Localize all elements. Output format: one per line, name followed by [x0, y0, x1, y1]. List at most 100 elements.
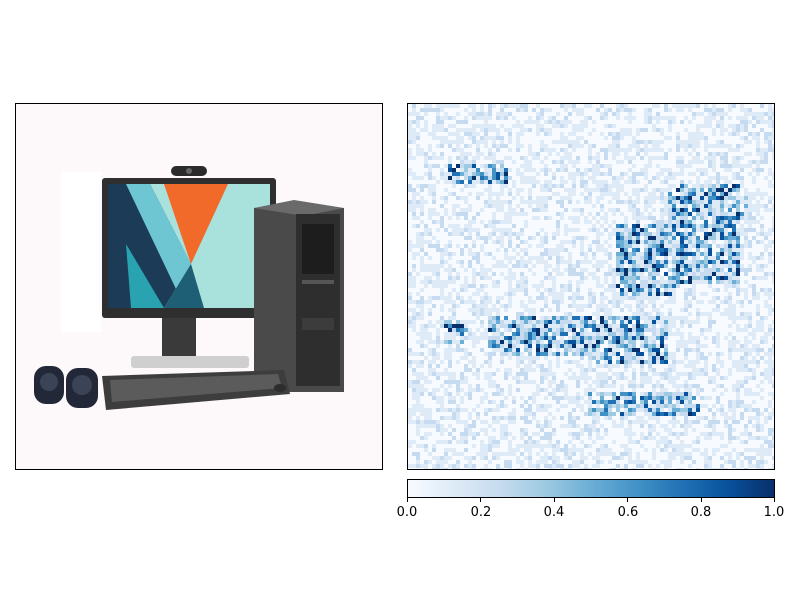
heatmap-cell: [604, 280, 608, 284]
heatmap-cell: [552, 280, 556, 284]
heatmap-cell: [448, 424, 452, 428]
heatmap-cell: [772, 112, 774, 116]
heatmap-cell: [692, 420, 696, 424]
heatmap-cell: [640, 304, 644, 308]
heatmap-cell: [740, 416, 744, 420]
heatmap-cell: [768, 140, 772, 144]
heatmap-cell: [612, 384, 616, 388]
heatmap-cell: [616, 360, 620, 364]
heatmap-cell: [708, 160, 712, 164]
heatmap-cell: [452, 216, 456, 220]
heatmap-cell: [692, 140, 696, 144]
heatmap-cell: [472, 200, 476, 204]
heatmap-cell: [440, 168, 444, 172]
heatmap-cell: [648, 252, 652, 256]
heatmap-cell: [748, 360, 752, 364]
heatmap-cell: [596, 276, 600, 280]
heatmap-cell: [584, 260, 588, 264]
heatmap-cell: [504, 216, 508, 220]
heatmap-cell: [692, 296, 696, 300]
heatmap-cell: [692, 252, 696, 256]
heatmap-cell: [604, 220, 608, 224]
heatmap-cell: [596, 360, 600, 364]
heatmap-cell: [652, 200, 656, 204]
heatmap-cell: [668, 124, 672, 128]
heatmap-cell: [640, 404, 644, 408]
heatmap-cell: [652, 124, 656, 128]
heatmap-cell: [440, 308, 444, 312]
heatmap-cell: [664, 104, 668, 108]
heatmap-cell: [756, 120, 760, 124]
heatmap-cell: [416, 216, 420, 220]
heatmap-cell: [584, 120, 588, 124]
heatmap-cell: [768, 272, 772, 276]
heatmap-cell: [496, 340, 500, 344]
heatmap-cell: [520, 240, 524, 244]
heatmap-cell: [680, 252, 684, 256]
heatmap-cell: [616, 152, 620, 156]
heatmap-cell: [576, 344, 580, 348]
heatmap-cell: [536, 256, 540, 260]
heatmap-cell: [636, 260, 640, 264]
heatmap-cell: [756, 204, 760, 208]
heatmap-cell: [696, 128, 700, 132]
heatmap-cell: [592, 136, 596, 140]
heatmap-cell: [752, 280, 756, 284]
heatmap-cell: [660, 200, 664, 204]
heatmap-cell: [416, 348, 420, 352]
heatmap-cell: [708, 112, 712, 116]
heatmap-cell: [472, 244, 476, 248]
heatmap-cell: [516, 376, 520, 380]
heatmap-cell: [552, 116, 556, 120]
heatmap-cell: [528, 180, 532, 184]
heatmap-cell: [600, 260, 604, 264]
heatmap-cell: [640, 184, 644, 188]
heatmap-cell: [600, 104, 604, 108]
heatmap-cell: [512, 368, 516, 372]
heatmap-cell: [436, 284, 440, 288]
heatmap-cell: [576, 332, 580, 336]
heatmap-cell: [552, 352, 556, 356]
heatmap-cell: [420, 340, 424, 344]
heatmap-cell: [740, 248, 744, 252]
heatmap-cell: [676, 264, 680, 268]
heatmap-cell: [496, 248, 500, 252]
heatmap-cell: [496, 152, 500, 156]
heatmap-cell: [436, 364, 440, 368]
heatmap-cell: [492, 272, 496, 276]
heatmap-cell: [640, 356, 644, 360]
heatmap-cell: [716, 208, 720, 212]
heatmap-cell: [524, 308, 528, 312]
heatmap-cell: [564, 136, 568, 140]
heatmap-cell: [408, 140, 412, 144]
heatmap-cell: [432, 376, 436, 380]
heatmap-cell: [560, 396, 564, 400]
heatmap-cell: [520, 316, 524, 320]
heatmap-cell: [500, 424, 504, 428]
heatmap-cell: [596, 380, 600, 384]
heatmap-cell: [568, 388, 572, 392]
heatmap-cell: [716, 252, 720, 256]
heatmap-cell: [528, 224, 532, 228]
heatmap-cell: [732, 196, 736, 200]
heatmap-cell: [440, 252, 444, 256]
heatmap-cell: [532, 312, 536, 316]
heatmap-cell: [600, 396, 604, 400]
heatmap-cell: [524, 168, 528, 172]
heatmap-cell: [672, 384, 676, 388]
heatmap-cell: [656, 172, 660, 176]
heatmap-cell: [636, 244, 640, 248]
heatmap-cell: [496, 220, 500, 224]
heatmap-cell: [668, 284, 672, 288]
heatmap-cell: [460, 180, 464, 184]
heatmap-cell: [548, 424, 552, 428]
heatmap-cell: [648, 368, 652, 372]
heatmap-cell: [688, 180, 692, 184]
heatmap-cell: [416, 272, 420, 276]
heatmap-cell: [604, 188, 608, 192]
heatmap-cell: [684, 384, 688, 388]
heatmap-cell: [652, 404, 656, 408]
heatmap-cell: [760, 152, 764, 156]
heatmap-cell: [488, 184, 492, 188]
heatmap-cell: [624, 324, 628, 328]
